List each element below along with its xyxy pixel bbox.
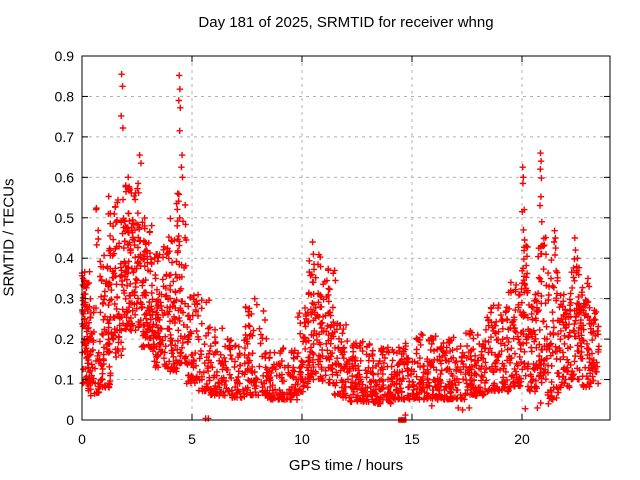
y-tick-label: 0.3 [55, 291, 75, 307]
y-tick-label: 0.2 [55, 331, 75, 347]
y-tick-label: 0.1 [55, 372, 75, 388]
y-tick-label: 0.9 [55, 48, 75, 64]
y-tick-label: 0.8 [55, 88, 75, 104]
y-tick-label: 0.4 [55, 250, 75, 266]
x-tick-label: 0 [78, 431, 86, 447]
x-tick-label: 20 [514, 431, 530, 447]
x-tick-label: 5 [188, 431, 196, 447]
y-tick-label: 0.6 [55, 169, 75, 185]
y-tick-label: 0.5 [55, 210, 75, 226]
scatter-points [78, 71, 603, 422]
x-axis-label: GPS time / hours [288, 457, 404, 474]
x-tick-label: 15 [404, 431, 420, 447]
y-tick-label: 0.7 [55, 129, 75, 145]
chart-title: Day 181 of 2025, SRMTID for receiver whn… [198, 14, 494, 31]
y-tick-label: 0 [66, 412, 74, 428]
plot-border [81, 55, 611, 421]
x-tick-label: 10 [294, 431, 310, 447]
